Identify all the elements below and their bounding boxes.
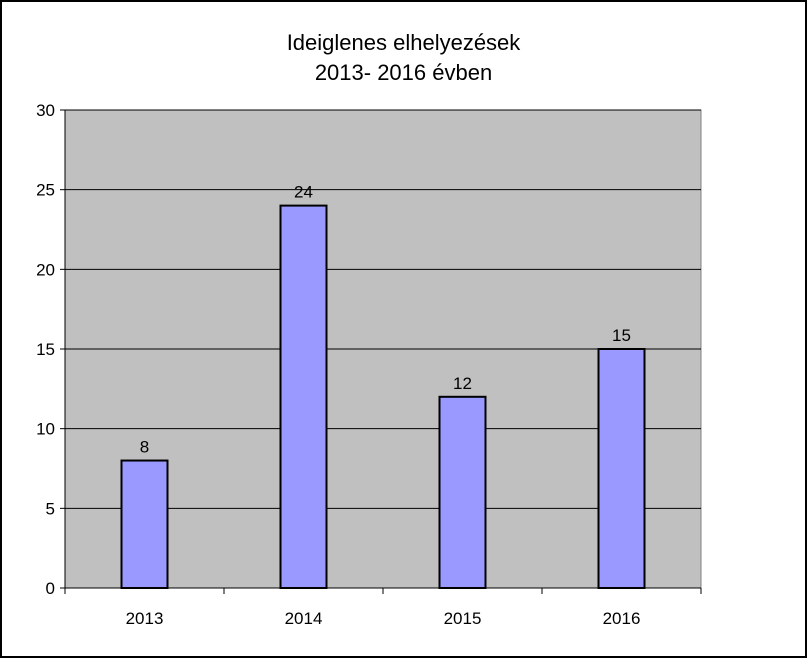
y-tick-label-10: 10 bbox=[36, 420, 55, 439]
x-tick-label-2016: 2016 bbox=[603, 609, 641, 628]
chart-title-line-2: 2013- 2016 évben bbox=[314, 60, 493, 85]
data-label-2015: 12 bbox=[453, 374, 472, 393]
data-label-2013: 8 bbox=[140, 438, 149, 457]
bar-2016 bbox=[597, 348, 646, 589]
y-tick-label-5: 5 bbox=[46, 499, 55, 518]
data-label-2016: 15 bbox=[612, 326, 631, 345]
x-tick-label-2015: 2015 bbox=[444, 609, 482, 628]
chart-title-line-1: Ideiglenes elhelyezések bbox=[286, 30, 521, 55]
data-label-2014: 24 bbox=[294, 183, 313, 202]
x-tick-label-2014: 2014 bbox=[285, 609, 323, 628]
y-tick-label-30: 30 bbox=[36, 101, 55, 120]
x-tick-label-2013: 2013 bbox=[126, 609, 164, 628]
y-tick-label-20: 20 bbox=[36, 260, 55, 279]
bar-2014 bbox=[279, 204, 328, 589]
bar-2013 bbox=[120, 459, 169, 589]
y-tick-label-25: 25 bbox=[36, 181, 55, 200]
y-tick-label-0: 0 bbox=[46, 579, 55, 598]
bar-2015 bbox=[438, 395, 487, 589]
y-tick-label-15: 15 bbox=[36, 340, 55, 359]
